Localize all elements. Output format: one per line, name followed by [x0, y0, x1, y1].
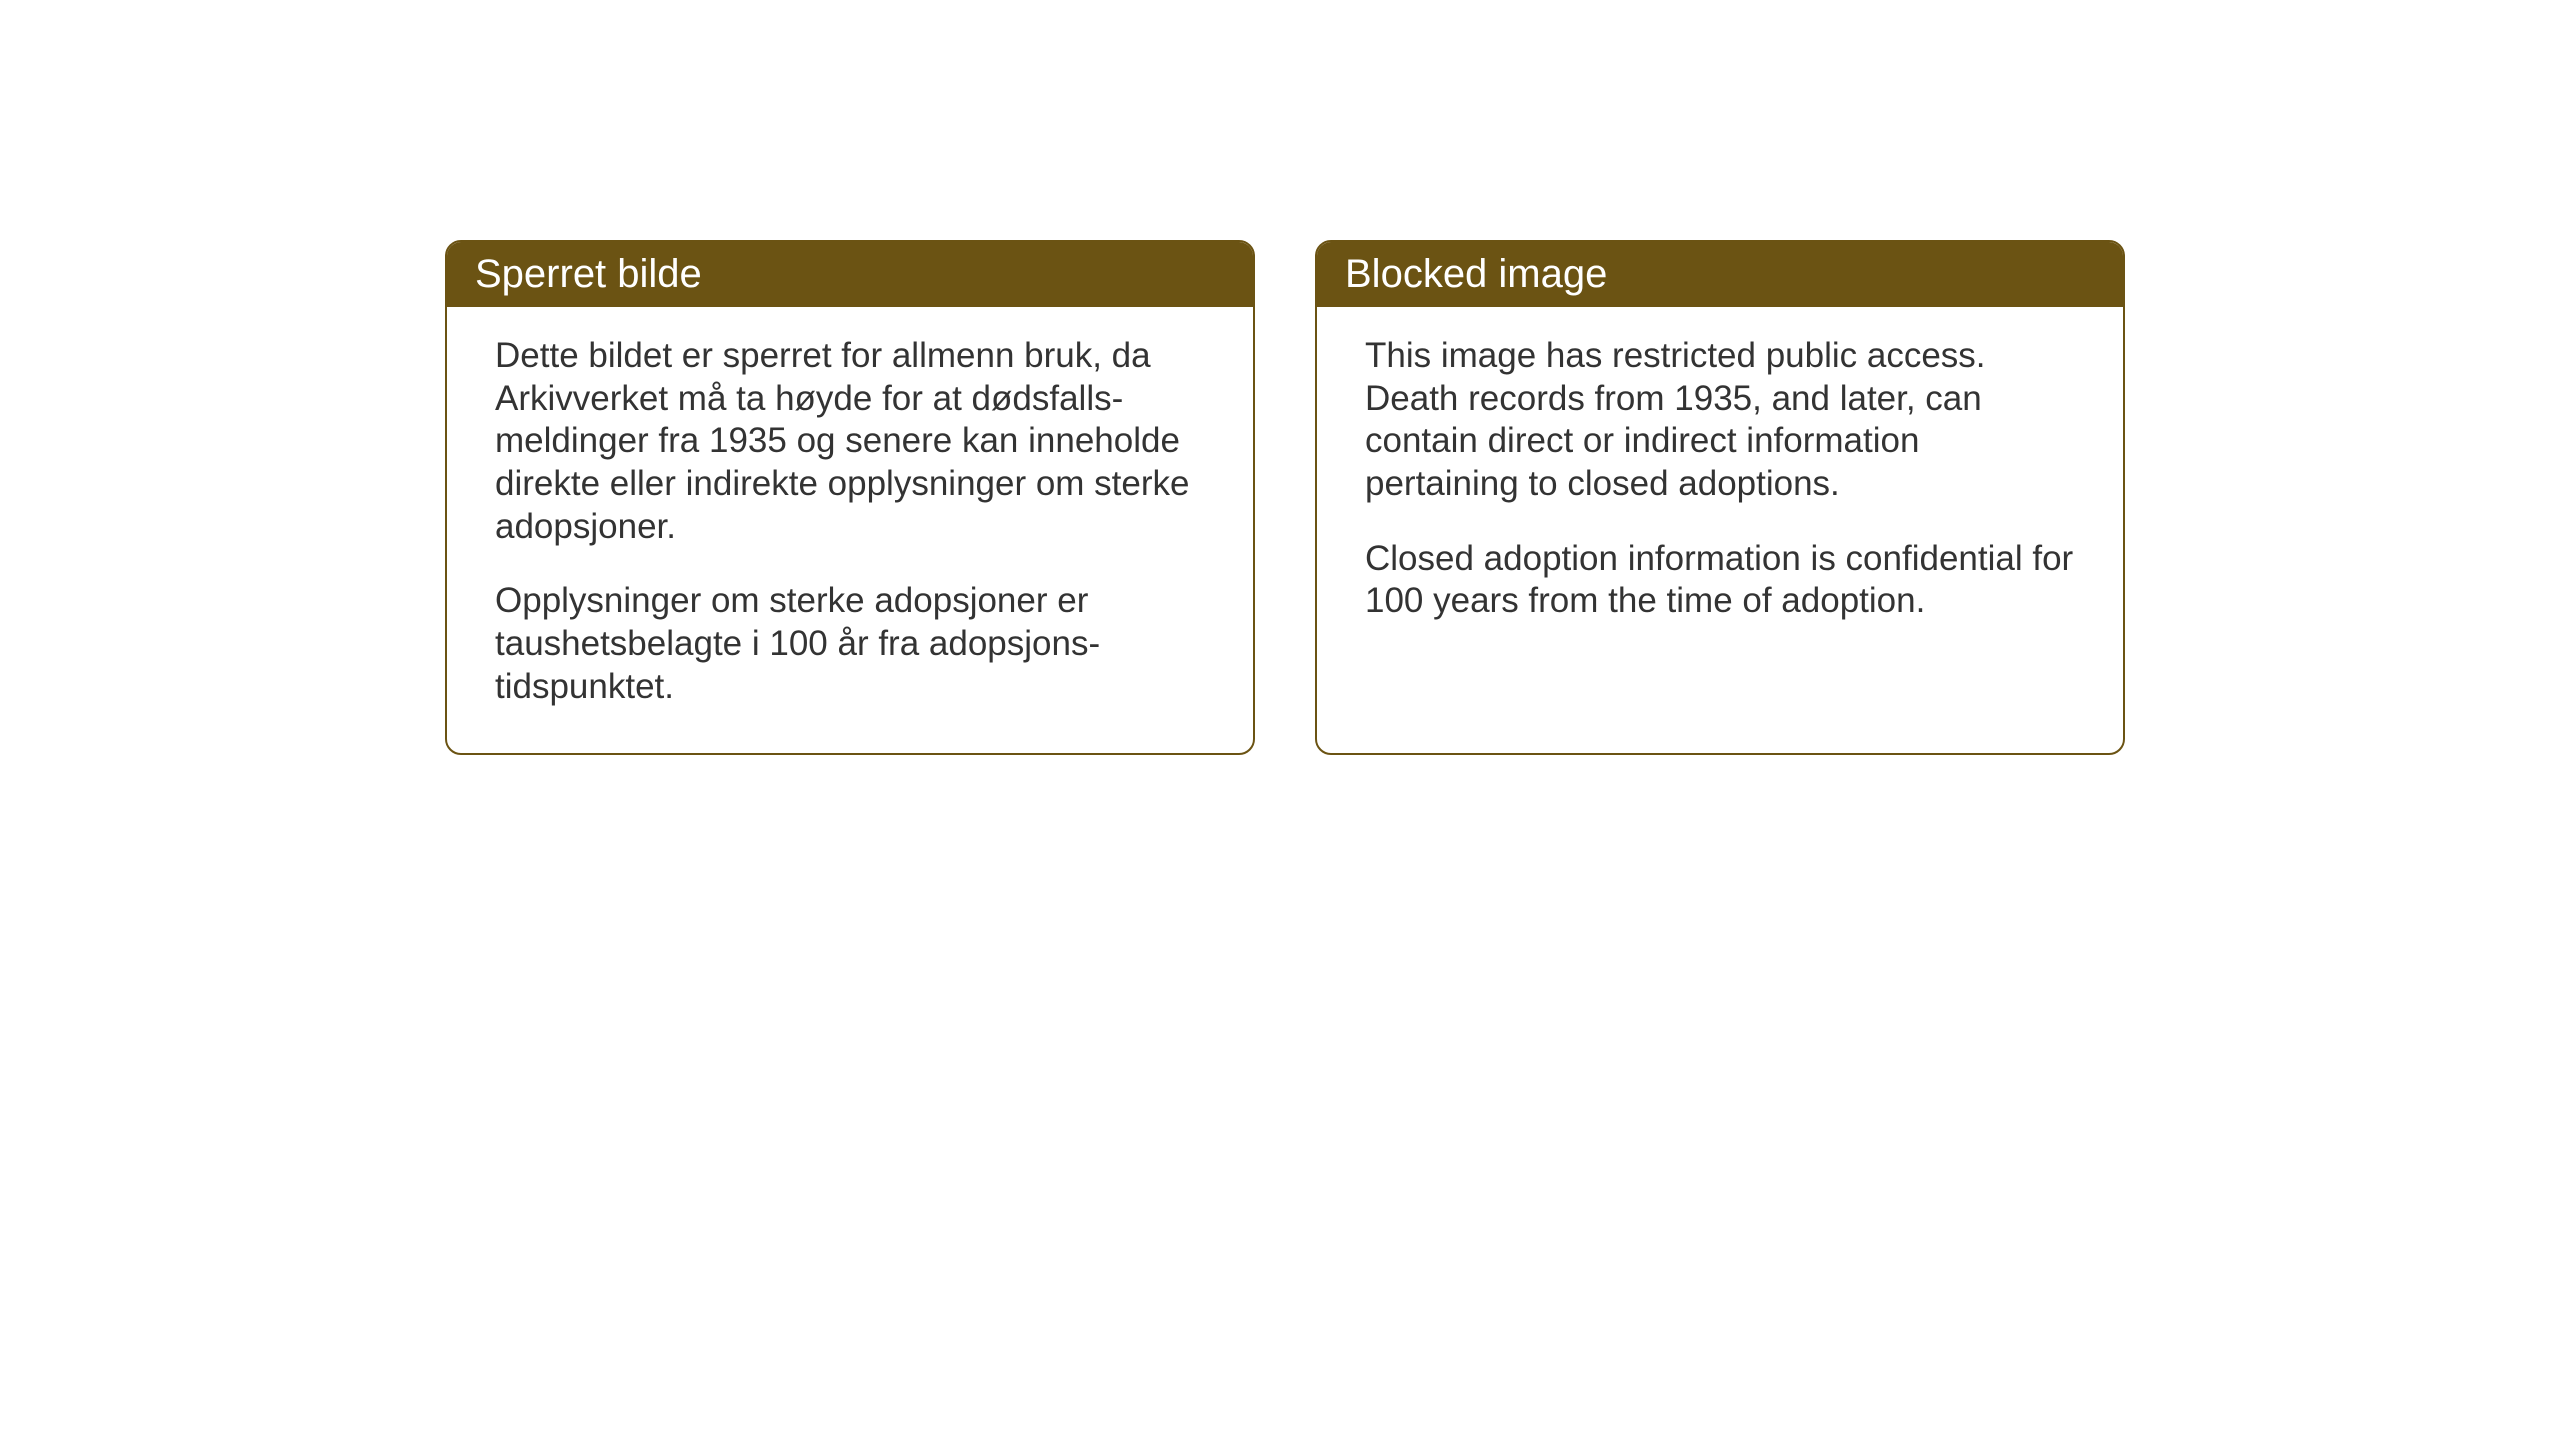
card-body-english: This image has restricted public access.… — [1317, 307, 2123, 667]
paragraph-1-english: This image has restricted public access.… — [1365, 335, 2075, 506]
card-header-english: Blocked image — [1317, 242, 2123, 307]
card-title-english: Blocked image — [1345, 252, 1607, 296]
card-body-norwegian: Dette bildet er sperret for allmenn bruk… — [447, 307, 1253, 753]
paragraph-2-english: Closed adoption information is confident… — [1365, 538, 2075, 623]
card-header-norwegian: Sperret bilde — [447, 242, 1253, 307]
notice-container: Sperret bilde Dette bildet er sperret fo… — [445, 240, 2125, 755]
paragraph-2-norwegian: Opplysninger om sterke adopsjoner er tau… — [495, 580, 1205, 708]
notice-card-english: Blocked image This image has restricted … — [1315, 240, 2125, 755]
paragraph-1-norwegian: Dette bildet er sperret for allmenn bruk… — [495, 335, 1205, 548]
notice-card-norwegian: Sperret bilde Dette bildet er sperret fo… — [445, 240, 1255, 755]
card-title-norwegian: Sperret bilde — [475, 252, 702, 296]
